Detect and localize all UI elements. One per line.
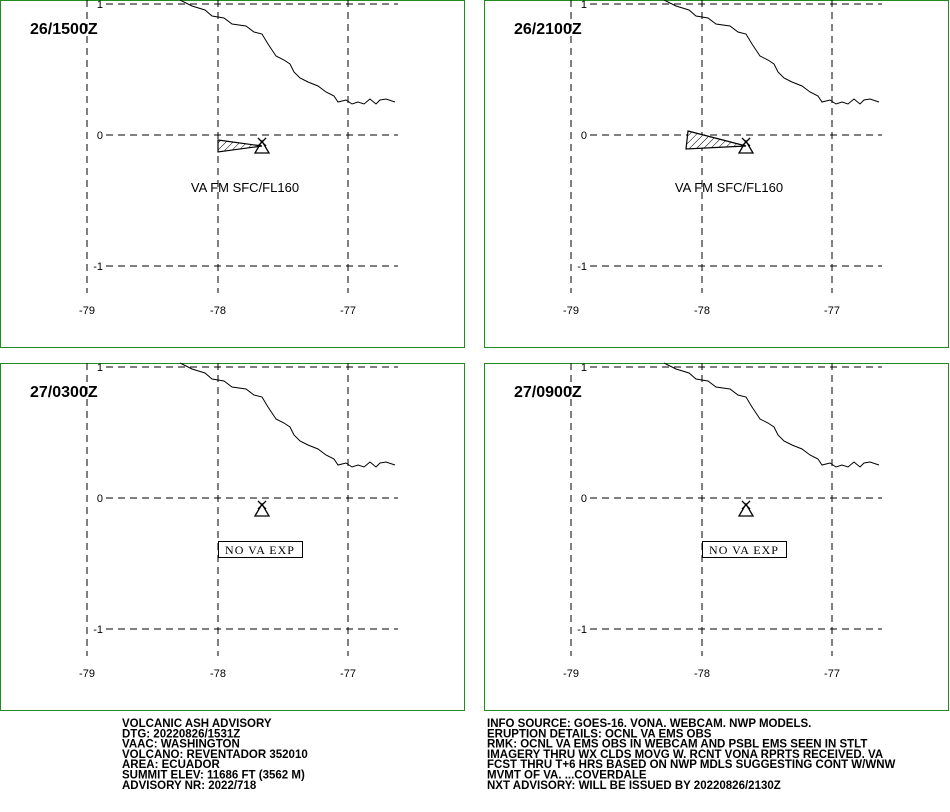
valid-time: 26/1500Z xyxy=(30,21,98,38)
advisory-line: AREA: ECUADOR xyxy=(122,759,220,771)
panel-border xyxy=(484,0,949,348)
valid-time: 26/2100Z xyxy=(514,21,582,38)
lon-label: -77 xyxy=(340,305,356,317)
lon-label: -79 xyxy=(79,305,95,317)
lon-label: -77 xyxy=(824,305,840,317)
volcano-marker xyxy=(253,137,271,154)
panel-border xyxy=(484,363,949,711)
lat-label: 0 xyxy=(581,130,587,142)
lat-label: 0 xyxy=(581,493,587,505)
lat-label: 0 xyxy=(97,493,103,505)
advisory-line: ERUPTION DETAILS: OCNL VA EMS OBS xyxy=(487,728,712,740)
map-panel: -79 -78 -77 1 0 -1 26/1500Z VA FM SFC/FL160 xyxy=(0,0,465,348)
advisory-line: FCST THRU T+6 HRS BASED ON NWP MDLS SUGG… xyxy=(487,759,896,771)
ash-annotation: NO VA EXP xyxy=(709,543,779,557)
lon-label: -77 xyxy=(824,668,840,680)
advisory-line: IMAGERY THRU WX CLDS MOVG W. RCNT VONA R… xyxy=(487,749,883,761)
advisory-line: INFO SOURCE: GOES-16. VONA. WEBCAM. NWP … xyxy=(487,718,811,730)
lat-label: 0 xyxy=(97,130,103,142)
ash-area xyxy=(217,139,263,153)
volcano-marker xyxy=(737,137,755,154)
panel-border xyxy=(0,363,465,711)
valid-time: 27/0300Z xyxy=(30,384,98,401)
advisory-line: VOLCANO: REVENTADOR 352010 xyxy=(122,749,308,761)
lat-label: 1 xyxy=(581,362,587,374)
lat-label: 1 xyxy=(97,362,103,374)
ash-annotation: VA FM SFC/FL160 xyxy=(675,180,783,195)
ash-annotation: VA FM SFC/FL160 xyxy=(191,180,299,195)
coastline xyxy=(179,362,396,468)
advisory-line: SUMMIT ELEV: 11686 FT (3562 M) xyxy=(122,770,305,782)
coastline xyxy=(663,0,880,105)
volcano-marker xyxy=(737,500,755,517)
map-panel: -79 -78 -77 1 0 -1 27/0900Z NO VA EXP xyxy=(484,362,949,711)
advisory-line: MVMT OF VA. ...COVERDALE xyxy=(487,770,647,782)
annotation-box xyxy=(702,541,787,558)
volcano-marker xyxy=(253,500,271,517)
lat-label: -1 xyxy=(577,261,587,273)
advisory-line: ADVISORY NR: 2022/718 xyxy=(122,780,257,792)
coastline xyxy=(663,362,880,468)
advisory-line: DTG: 20220826/1531Z xyxy=(122,728,240,740)
panel-border xyxy=(0,0,465,348)
annotation-box xyxy=(218,541,303,558)
lon-label: -78 xyxy=(210,305,226,317)
lat-label: 1 xyxy=(581,0,587,11)
lat-label: -1 xyxy=(577,624,587,636)
lat-label: -1 xyxy=(93,261,103,273)
lon-label: -79 xyxy=(79,668,95,680)
lon-label: -78 xyxy=(694,305,710,317)
advisory-line: VOLCANIC ASH ADVISORY xyxy=(122,718,272,730)
lat-label: 1 xyxy=(97,0,103,11)
map-panel: -79 -78 -77 1 0 -1 27/0300Z NO VA EXP xyxy=(0,362,465,711)
lon-label: -78 xyxy=(210,668,226,680)
advisory-line: VAAC: WASHINGTON xyxy=(122,739,240,751)
advisory-line: RMK: OCNL VA EMS OBS IN WEBCAM AND PSBL … xyxy=(487,739,867,751)
ash-area xyxy=(685,130,747,150)
lon-label: -78 xyxy=(694,668,710,680)
valid-time: 27/0900Z xyxy=(514,384,582,401)
coastline xyxy=(179,0,396,105)
advisory-line: NXT ADVISORY: WILL BE ISSUED BY 20220826… xyxy=(487,780,781,792)
lon-label: -79 xyxy=(563,668,579,680)
lon-label: -77 xyxy=(340,668,356,680)
ash-annotation: NO VA EXP xyxy=(225,543,295,557)
map-panel: -79 -78 -77 1 0 -1 26/2100Z VA FM SFC/FL160 xyxy=(484,0,949,348)
lat-label: -1 xyxy=(93,624,103,636)
lon-label: -79 xyxy=(563,305,579,317)
